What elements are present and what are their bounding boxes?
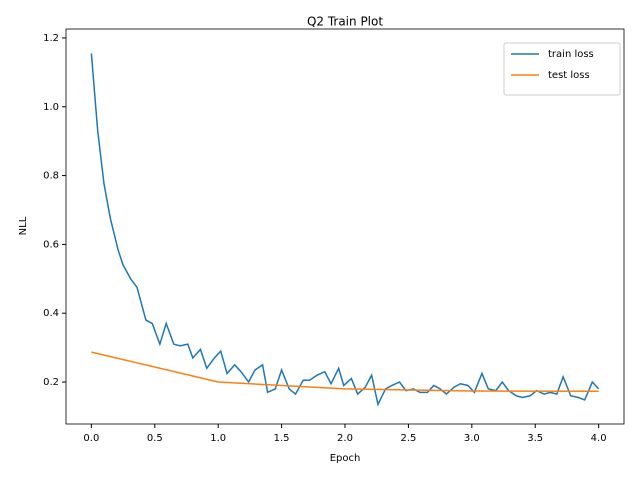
y-tick-label: 0.4 (43, 308, 59, 319)
line (90, 53, 600, 407)
legend-label: train loss (548, 49, 594, 60)
x-tick-label: 0.5 (147, 433, 163, 444)
y-tick-label: 1.2 (43, 33, 59, 44)
y-tick-label: 1.0 (43, 102, 59, 113)
line (91, 351, 599, 393)
x-tick-label: 3.0 (464, 433, 480, 444)
legend-label: test loss (548, 70, 590, 81)
x-tick-label: 0.0 (83, 433, 99, 444)
legend-box (503, 42, 621, 96)
x-tick-label: 3.5 (527, 433, 543, 444)
x-tick-label: 2.0 (337, 433, 353, 444)
x-tick-label: 2.5 (400, 433, 416, 444)
y-tick-label: 0.2 (43, 377, 59, 388)
y-axis-label: NLL (18, 216, 29, 235)
x-tick-label: 4.0 (591, 433, 607, 444)
y-tick-label: 0.6 (43, 239, 59, 250)
plot-frame (65, 28, 625, 425)
x-tick-label: 1.0 (210, 433, 226, 444)
y-tick-label: 0.8 (43, 171, 59, 182)
x-axis-label: Epoch (330, 453, 361, 464)
x-tick-label: 1.5 (274, 433, 290, 444)
chart-title: Q2 Train Plot (307, 15, 383, 29)
